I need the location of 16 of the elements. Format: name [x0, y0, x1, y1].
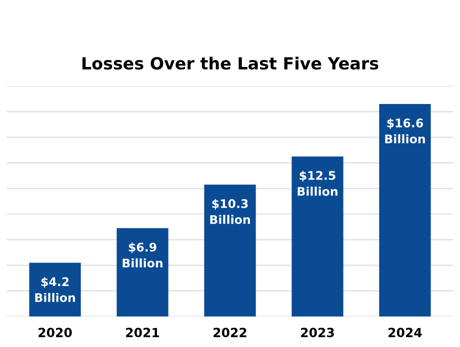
bar [292, 156, 344, 316]
x-tick-label: 2020 [38, 328, 72, 338]
bar [204, 184, 256, 316]
x-tick-label: 2022 [214, 328, 246, 338]
data-label: $12.5 Billion [298, 170, 338, 196]
data-label: $4.2 Billion [35, 277, 75, 302]
x-tick-label: 2021 [126, 328, 160, 338]
data-label: $10.3 Billion [210, 198, 250, 224]
data-label: $16.6 Billion [385, 118, 425, 144]
x-tick-label: 2024 [388, 328, 422, 338]
bar [116, 228, 168, 316]
chart-title: Losses Over the Last Five Years [82, 56, 378, 70]
x-tick-label: 2023 [301, 328, 334, 338]
bar [29, 262, 81, 316]
bar [379, 104, 431, 316]
data-label: $6.9 Billion [122, 242, 162, 268]
